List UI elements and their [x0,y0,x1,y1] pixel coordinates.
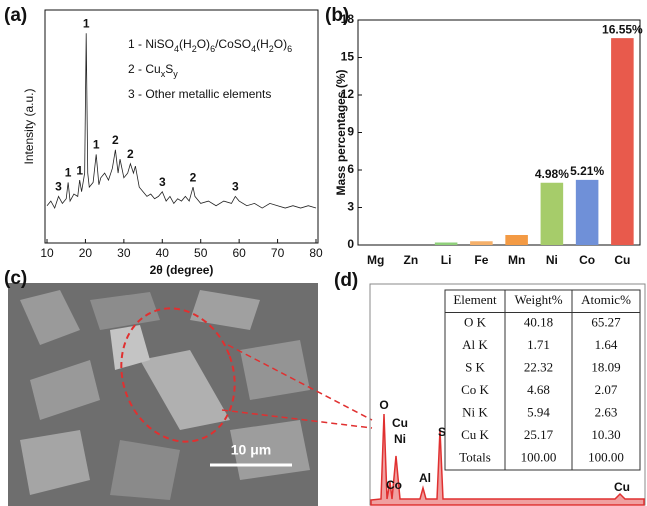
table-cell: Ni K [462,405,488,420]
legend-text: 2 - Cu [128,62,161,76]
legend-text: (H [256,37,269,51]
x-tick-label: 40 [156,246,170,260]
legend-entry: 3 - Other metallic elements [128,87,271,101]
x-tick-label: Mg [367,253,384,267]
legend-text: 1 - NiSO [128,37,174,51]
table-cell: Totals [459,450,491,465]
peak-label: Co [386,478,402,492]
bar [505,235,528,245]
peak-label: 3 [232,180,239,194]
x-tick-label: Zn [404,253,419,267]
bar [611,38,634,245]
value-label: 16.55% [602,22,643,36]
panel-label: (d) [334,270,358,291]
peak-label: Cu [392,416,408,430]
sem-image: 10 μm [8,283,372,506]
table-cell: 2.07 [595,382,618,397]
value-label: 4.98% [535,167,569,181]
table-cell: 1.71 [527,337,550,352]
subscript: 6 [287,44,292,54]
table-cell: Co K [461,382,489,397]
x-tick-label: 70 [271,246,285,260]
table-header: Weight% [514,292,562,307]
eds-table: Element Weight% Atomic% O K 40.18 65.27 Al K 1.… [445,290,640,470]
table-cell: 100.00 [588,450,624,465]
x-tick-label: 80 [309,246,323,260]
legend-text: O) [197,37,210,51]
table-cell: 1.64 [595,337,618,352]
panel-label: (c) [4,268,27,289]
bar [576,180,599,245]
y-tick-label: 15 [341,50,355,64]
x-tick-label: 30 [117,246,131,260]
table-cell: 22.32 [524,360,553,375]
bar [435,243,458,246]
table-cell: 100.00 [521,450,557,465]
peak-label: 2 [190,170,197,184]
legend-entry: 2 - CuxSy [128,62,178,79]
table-cell: 40.18 [524,315,553,330]
y-tick-label: 3 [347,200,354,214]
y-tick-label: 18 [341,12,355,26]
table-cell: 2.63 [595,405,618,420]
peak-label: 1 [83,16,90,30]
xrd-line [47,33,316,208]
peak-label: O [379,398,388,412]
x-tick-label: Ni [546,253,558,267]
x-tick-label: Mn [508,253,525,267]
legend-text: O) [274,37,287,51]
table-cell: 5.94 [527,405,550,420]
y-tick-label: 6 [347,162,354,176]
x-tick-label: Co [579,253,595,267]
panel-label: (a) [4,5,27,26]
table-cell: S K [465,360,485,375]
table-cell: 65.27 [591,315,621,330]
y-tick-label: 9 [347,125,354,139]
x-tick-label: Li [441,253,452,267]
legend-text: /CoSO [215,37,251,51]
peak-label: 3 [159,175,166,189]
table-header: Element [453,292,497,307]
bar [470,241,493,245]
y-axis-label: Intensity (a.u.) [22,88,36,164]
table-header: Atomic% [581,292,631,307]
subscript: y [173,69,178,79]
value-label: 5.21% [570,164,604,178]
bar [541,183,564,245]
x-tick-label: Fe [474,253,488,267]
y-tick-label: 0 [347,237,354,251]
peak-label: S [438,425,446,439]
table-cell: 10.30 [591,427,620,442]
legend-entry: 1 - NiSO4(H2O)6/CoSO4(H2O)6 [128,37,292,54]
legend-text: S [165,62,173,76]
table-cell: 18.09 [591,360,620,375]
legend-text: (H [179,37,192,51]
x-tick-label: Cu [614,253,630,267]
table-cell: 25.17 [524,427,554,442]
table-cell: O K [464,315,487,330]
x-tick-label: 10 [40,246,54,260]
legend-text: 3 - Other metallic elements [128,87,271,101]
y-tick-label: 12 [341,87,355,101]
table-cell: Al K [462,337,488,352]
peak-label: 1 [76,163,83,177]
table-cell: 4.68 [527,382,550,397]
peak-label: 2 [127,147,134,161]
table-cell: Cu K [461,427,489,442]
x-axis-label: 2θ (degree) [150,263,214,277]
scale-bar-label: 10 μm [231,442,271,458]
x-tick-label: 50 [194,246,208,260]
peak-label: Ni [394,432,406,446]
x-tick-label: 20 [79,246,93,260]
x-tick-label: 60 [232,246,246,260]
peak-label: 2 [112,133,119,147]
peak-label: 1 [93,138,100,152]
peak-label: 1 [65,166,72,180]
peak-label: 3 [55,180,62,194]
peak-label: Al [419,471,431,485]
figure: 10 μm (c) (d) Element Weight% Atomic% O K 40… [0,0,647,506]
peak-label: Cu [614,480,630,494]
